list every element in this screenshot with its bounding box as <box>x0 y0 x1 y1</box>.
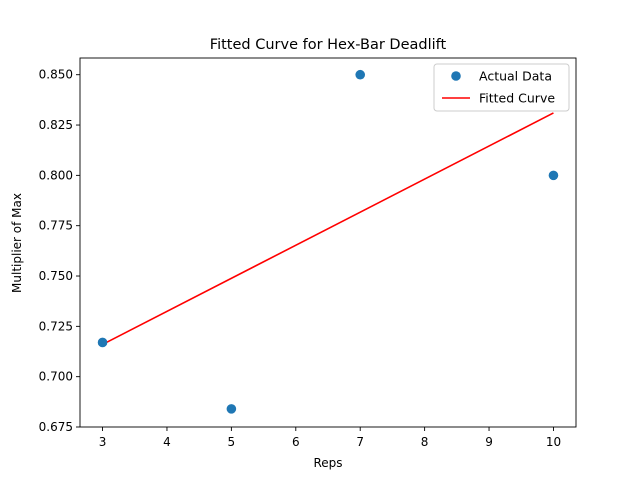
x-tick-label: 3 <box>99 435 107 449</box>
y-tick-label: 0.850 <box>39 68 73 82</box>
y-tick-label: 0.675 <box>39 420 73 434</box>
legend-label: Fitted Curve <box>479 91 555 106</box>
y-tick-label: 0.700 <box>39 370 73 384</box>
legend: Actual Data Fitted Curve <box>433 63 570 112</box>
x-tick-label: 6 <box>292 435 300 449</box>
x-tick-label: 8 <box>421 435 429 449</box>
data-point <box>548 170 559 181</box>
x-tick-label: 4 <box>163 435 171 449</box>
x-axis-label: Reps <box>313 456 342 470</box>
y-tick-label: 0.775 <box>39 219 73 233</box>
y-tick-label: 0.725 <box>39 319 73 333</box>
plot-frame <box>79 57 577 428</box>
fitted-curve-line <box>102 112 554 346</box>
data-point <box>97 337 108 348</box>
chart-title: Fitted Curve for Hex-Bar Deadlift <box>210 37 447 53</box>
data-point <box>226 404 237 414</box>
x-tick-label: 7 <box>356 435 364 449</box>
x-tick-label: 9 <box>485 435 493 449</box>
plot-area: 3 4 5 6 7 8 9 10 0.675 0.700 0.725 0.750 0.775 0.800 0… <box>39 57 577 449</box>
y-tick-label: 0.750 <box>39 269 73 283</box>
y-tick-label: 0.825 <box>39 118 73 132</box>
y-axis-label: Multiplier of Max <box>10 193 24 293</box>
legend-label: Actual Data <box>479 69 552 84</box>
legend-box <box>433 63 570 112</box>
x-tick-label: 10 <box>546 435 561 449</box>
y-tick-label: 0.800 <box>39 168 73 182</box>
legend-marker-actual-data <box>451 71 461 81</box>
data-point <box>355 69 366 80</box>
x-tick-label: 5 <box>228 435 236 449</box>
